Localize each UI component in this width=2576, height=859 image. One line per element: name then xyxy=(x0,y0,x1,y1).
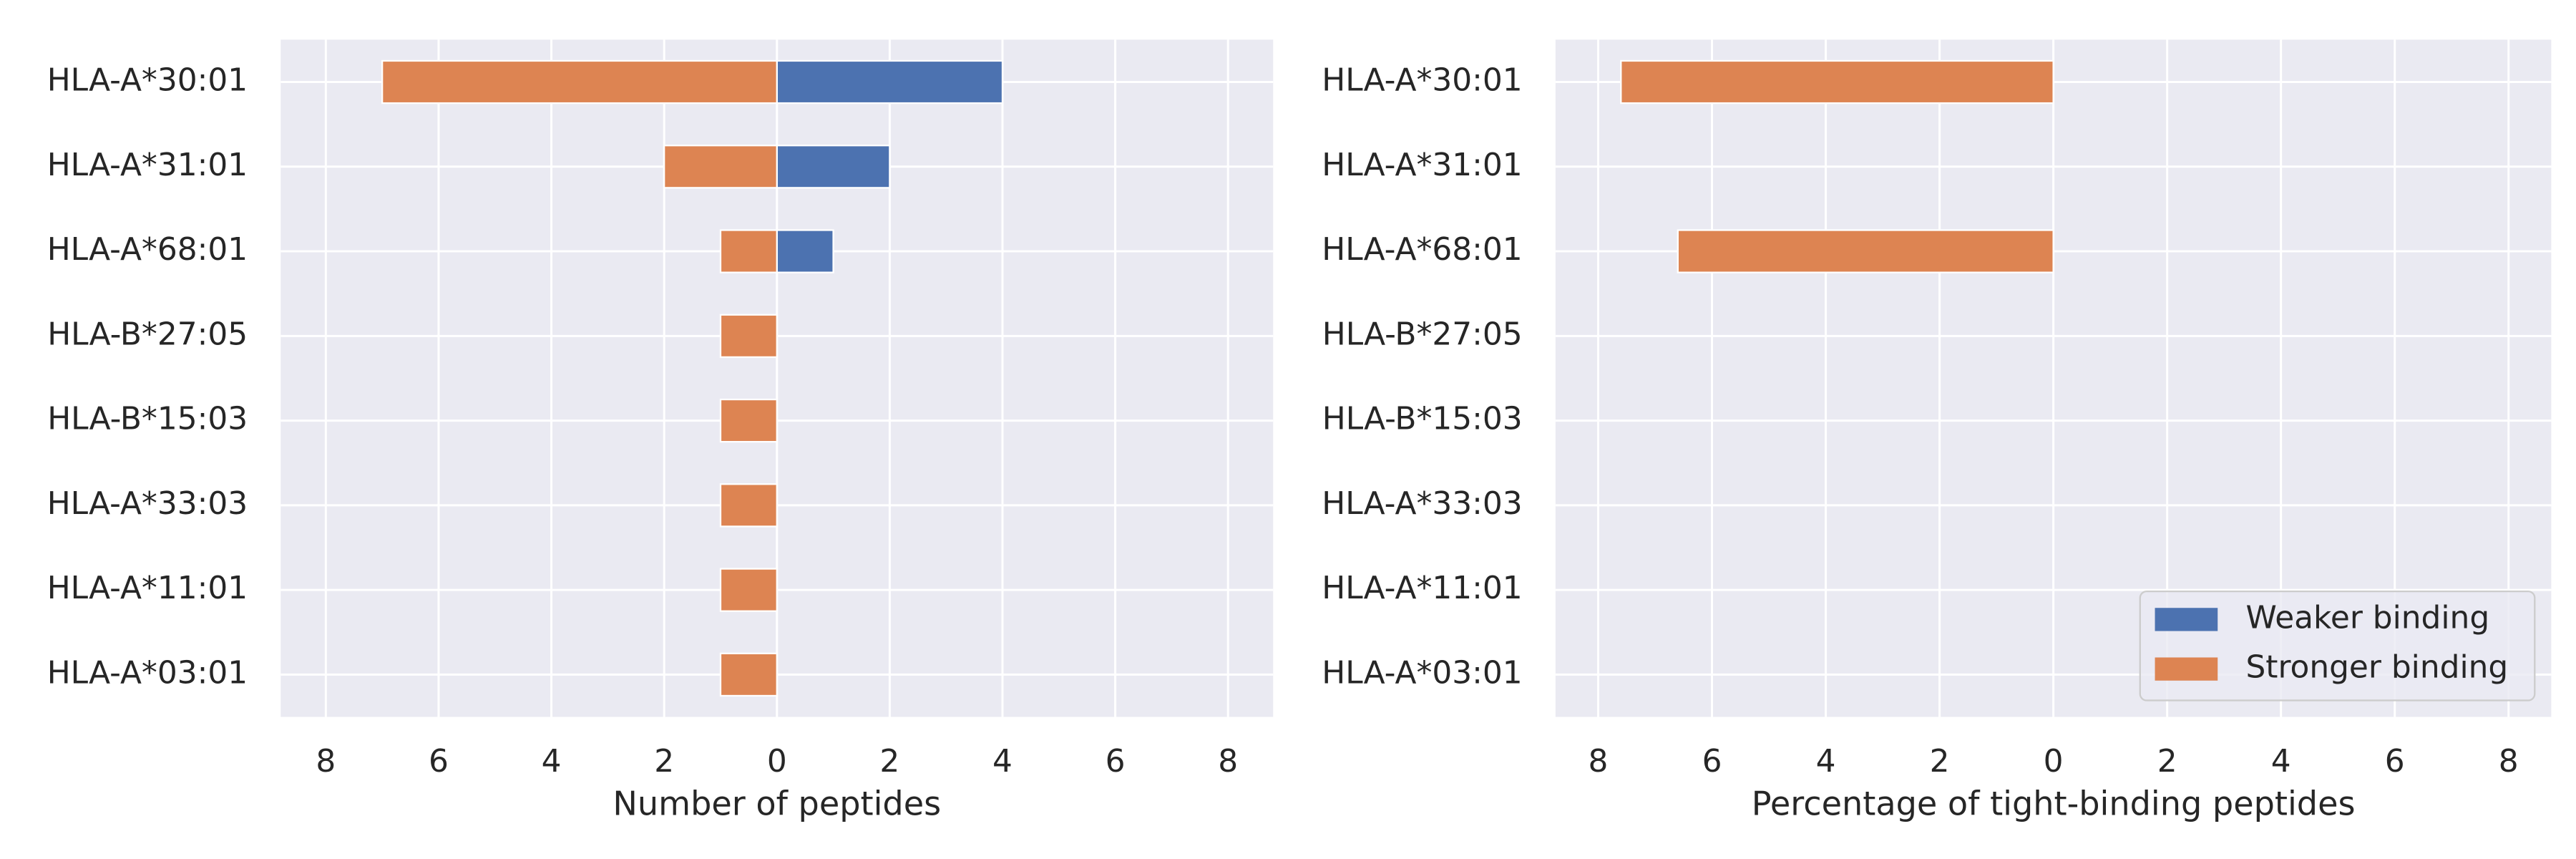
x-tick-label: 2 xyxy=(1930,743,1950,780)
bar xyxy=(663,145,778,189)
bar xyxy=(1677,229,2054,273)
x-tick-label: 6 xyxy=(2385,743,2405,780)
y-tick-label: HLA-A*11:01 xyxy=(1322,570,1522,606)
bar xyxy=(719,229,778,273)
legend-label: Stronger binding xyxy=(2245,649,2508,686)
bar xyxy=(719,568,778,612)
y-tick-label: HLA-A*30:01 xyxy=(1322,62,1522,99)
legend-swatch xyxy=(2155,657,2218,681)
x-tick-label: 8 xyxy=(1589,743,1609,780)
legend-box xyxy=(2139,591,2536,702)
y-tick-label: HLA-B*15:03 xyxy=(1322,401,1523,437)
x-tick-label: 8 xyxy=(316,743,336,780)
y-tick-label: HLA-A*68:01 xyxy=(1322,231,1522,268)
bar xyxy=(776,229,834,273)
x-tick-label: 4 xyxy=(992,743,1013,780)
y-tick-label: HLA-A*11:01 xyxy=(47,570,248,606)
y-tick-label: HLA-A*33:03 xyxy=(47,485,248,522)
x-tick-label: 8 xyxy=(1218,743,1238,780)
bar xyxy=(719,398,778,443)
legend-label: Weaker binding xyxy=(2245,599,2489,636)
bar xyxy=(719,314,778,359)
y-tick-label: HLA-A*03:01 xyxy=(47,654,248,691)
y-tick-label: HLA-A*33:03 xyxy=(1322,485,1522,522)
y-tick-label: HLA-B*15:03 xyxy=(47,401,248,437)
bar xyxy=(381,59,778,105)
x-tick-label: 6 xyxy=(1106,743,1126,780)
x-tick-label: 0 xyxy=(2044,743,2064,780)
bar xyxy=(776,145,891,189)
x-tick-label: 6 xyxy=(1702,743,1722,780)
bar xyxy=(776,59,1004,105)
x-tick-label: 8 xyxy=(2499,743,2519,780)
x-tick-label: 2 xyxy=(879,743,899,780)
y-tick-label: HLA-B*27:05 xyxy=(1322,316,1523,352)
bar xyxy=(719,652,778,697)
y-tick-label: HLA-A*30:01 xyxy=(47,62,248,99)
x-tick-label: 6 xyxy=(429,743,449,780)
y-tick-label: HLA-B*27:05 xyxy=(47,316,248,352)
bar xyxy=(719,483,778,528)
y-tick-label: HLA-A*68:01 xyxy=(47,231,248,268)
x-tick-label: 4 xyxy=(542,743,562,780)
y-tick-label: HLA-A*31:01 xyxy=(1322,147,1522,183)
y-tick-label: HLA-A*03:01 xyxy=(1322,654,1522,691)
x-tick-label: 4 xyxy=(1816,743,1836,780)
legend-swatch xyxy=(2155,608,2218,631)
x-axis-label: Percentage of tight-binding peptides xyxy=(1752,785,2356,823)
x-tick-label: 2 xyxy=(2157,743,2177,780)
bar xyxy=(1620,59,2054,105)
x-tick-label: 2 xyxy=(654,743,674,780)
x-tick-label: 0 xyxy=(767,743,787,780)
x-tick-label: 4 xyxy=(2271,743,2291,780)
x-axis-label: Number of peptides xyxy=(613,785,941,823)
y-tick-label: HLA-A*31:01 xyxy=(47,147,248,183)
